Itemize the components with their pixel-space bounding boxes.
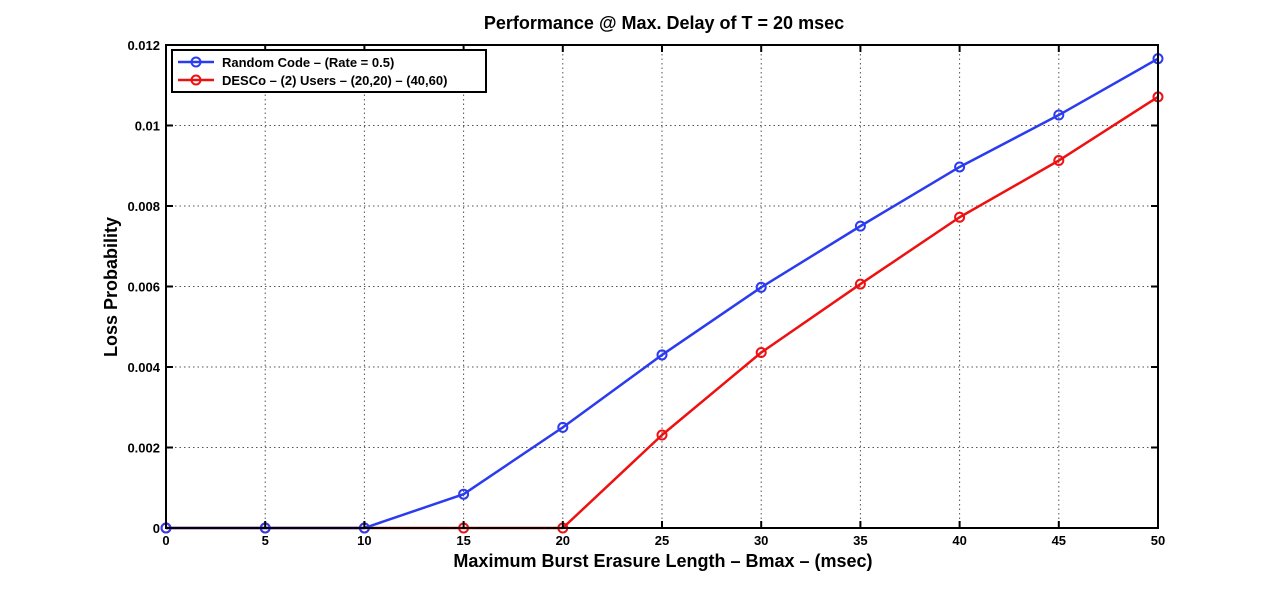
data-point	[1053, 109, 1065, 121]
x-tick-label: 15	[456, 533, 470, 548]
data-point	[954, 211, 966, 223]
grid	[166, 45, 1158, 528]
data-point	[656, 349, 668, 361]
legend-marker-random-code	[190, 56, 202, 68]
legend: Random Code – (Rate = 0.5) DESCo – (2) U…	[171, 49, 487, 93]
y-axis-label: Loss Probability	[101, 217, 121, 357]
x-axis-label: Maximum Burst Erasure Length – Bmax – (m…	[453, 551, 872, 571]
y-tick-label: 0.004	[127, 360, 160, 375]
legend-label-desco: DESCo – (2) Users – (20,20) – (40,60)	[222, 73, 447, 88]
data-point	[854, 278, 866, 290]
data-point	[755, 347, 767, 359]
data-point	[755, 281, 767, 293]
legend-label-random-code: Random Code – (Rate = 0.5)	[222, 55, 394, 70]
data-point	[557, 421, 569, 433]
x-tick-label: 10	[357, 533, 371, 548]
y-tick-label: 0.002	[127, 441, 160, 456]
y-tick-label: 0	[153, 521, 160, 536]
legend-marker-desco	[190, 74, 202, 86]
data-point	[954, 161, 966, 173]
ticks: 0 5 10 15 20 25 30 35 40 45 50 0 0.002 0.004 0.006 0.00…	[127, 38, 1165, 548]
x-tick-label: 35	[853, 533, 867, 548]
data-point	[854, 220, 866, 232]
x-tick-label: 40	[952, 533, 966, 548]
y-tick-label: 0.008	[127, 199, 160, 214]
data-point	[458, 488, 470, 500]
x-tick-label: 0	[162, 533, 169, 548]
legend-box	[171, 49, 487, 93]
x-tick-label: 25	[655, 533, 669, 548]
x-tick-label: 20	[556, 533, 570, 548]
y-tick-label: 0.006	[127, 280, 160, 295]
x-tick-label: 30	[754, 533, 768, 548]
data-point	[656, 429, 668, 441]
data-point	[1053, 155, 1065, 167]
x-tick-label: 45	[1052, 533, 1066, 548]
y-tick-label: 0.01	[135, 119, 160, 134]
x-tick-label: 5	[262, 533, 269, 548]
x-tick-label: 50	[1151, 533, 1165, 548]
y-tick-label: 0.012	[127, 38, 160, 53]
chart-title: Performance @ Max. Delay of T = 20 msec	[484, 13, 844, 33]
series-line	[166, 95, 1159, 530]
